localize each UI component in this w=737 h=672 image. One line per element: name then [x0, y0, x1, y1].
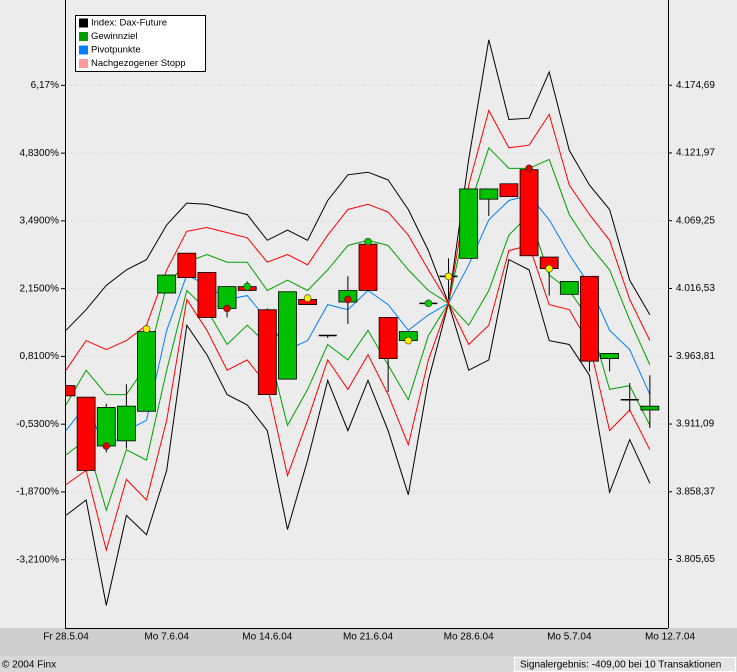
y2-tick-label: -0,5300%: [16, 419, 59, 430]
signal-marker: [545, 264, 554, 273]
y-tick-label: 4.069,25: [676, 215, 715, 226]
legend-label: Pivotpunkte: [91, 45, 141, 56]
candle-body: [96, 407, 116, 447]
y-tick-label: 3.911,09: [676, 419, 715, 430]
x-tick-label: Mo 12.7.04: [645, 632, 695, 643]
candle-body: [76, 396, 96, 471]
signal-marker: [303, 294, 312, 302]
candle-body: [257, 309, 277, 395]
legend-swatch: [79, 18, 88, 28]
signal-marker: [142, 325, 151, 333]
y-tick-label: 3.858,37: [676, 486, 715, 497]
y-tick-label: 4.121,97: [676, 148, 715, 159]
x-tick-label: Mo 21.6.04: [343, 632, 393, 643]
x-tick-label: Mo 14.6.04: [242, 632, 292, 643]
legend-swatch: [79, 45, 88, 55]
signal-marker: [243, 282, 251, 291]
signal-marker: [102, 442, 111, 450]
copyright: © 2004 Finx: [2, 660, 56, 671]
y2-tick-label: 2,1500%: [20, 283, 60, 294]
line-lower: [65, 258, 651, 606]
candle-body: [278, 291, 297, 380]
candle-body: [137, 331, 156, 412]
candle-body: [600, 353, 619, 359]
signal-marker: [223, 304, 231, 313]
signal-marker: [344, 295, 352, 304]
legend-swatch: [79, 59, 88, 68]
x-tick-label: Mo 5.7.04: [547, 632, 592, 643]
signal-marker: [404, 336, 413, 345]
y-tick-label: 3.963,81: [676, 351, 715, 362]
y2-tick-label: -1,8700%: [16, 487, 59, 498]
x-tick-label: Fr 28.5.04: [43, 632, 89, 643]
candle-body: [479, 188, 499, 200]
line-values: [65, 194, 651, 451]
axes: 3.805,65 3.858,37 3.911,09 3.963,81 4.016,53…: [16, 0, 715, 643]
candle-body: [459, 188, 479, 259]
plot-area: [65, 39, 660, 606]
candle-body: [358, 243, 378, 291]
legend-box: [75, 15, 206, 72]
x-axis-band: [0, 628, 737, 656]
candle-body: [559, 281, 579, 295]
candle-body: [177, 252, 197, 279]
line-upper: [65, 39, 651, 331]
y-tick-label: 4.016,53: [676, 283, 715, 294]
legend-label: Nachgezogener Stopp: [91, 58, 186, 69]
y2-tick-label: 4,8300%: [20, 148, 60, 159]
y2-tick-label: 0,8100%: [20, 351, 60, 362]
y2-tick-label: -3,2100%: [16, 554, 59, 565]
legend: Index: Dax-Future Gewinnziel Pivotpunkte Na…: [75, 15, 206, 72]
legend-label: Index: Dax-Future: [91, 18, 167, 29]
signal-marker: [424, 299, 433, 308]
candle-body: [580, 275, 599, 362]
x-tick-label: Mo 7.6.04: [144, 632, 189, 643]
candle-body: [197, 272, 217, 318]
y2-tick-label: 3,4900%: [20, 216, 60, 227]
legend-label: Gewinnziel: [91, 31, 137, 42]
candle-body: [640, 405, 660, 411]
legend-swatch: [79, 32, 88, 41]
candle-body: [519, 169, 539, 257]
line-lower: [65, 244, 651, 553]
candle-body: [378, 317, 398, 359]
candle-body: [117, 405, 136, 442]
y-tick-label: 3.805,65: [676, 554, 715, 565]
candle-body: [157, 274, 177, 294]
line-lower: [65, 213, 651, 512]
signal-marker: [525, 164, 533, 173]
x-tick-label: Mo 28.6.04: [444, 632, 494, 643]
signal-marker: [364, 237, 372, 246]
result: Signalergebnis: -409,00 bei 10 Transakti…: [520, 660, 721, 671]
candle-body: [499, 183, 519, 198]
line-upper: [65, 146, 651, 406]
signal-marker: [444, 272, 453, 281]
y-tick-label: 4.174,69: [676, 80, 715, 91]
y2-tick-label: 6,17%: [31, 80, 59, 91]
